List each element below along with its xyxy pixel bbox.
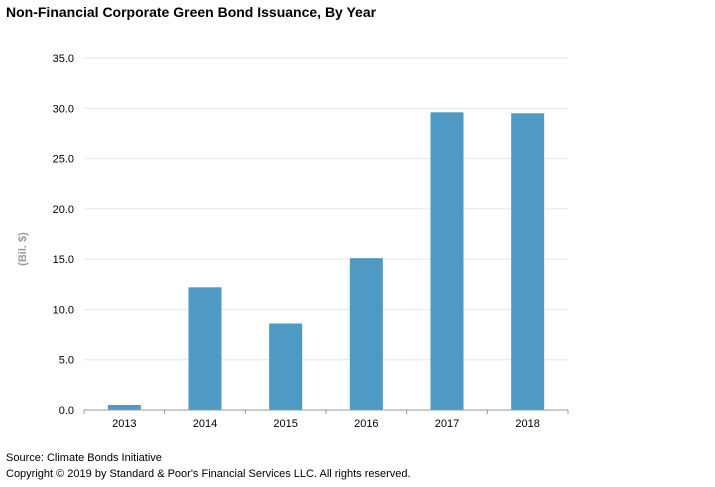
bar-chart: 0.05.010.015.020.025.030.035.0 2013 2014 2… (17, 53, 569, 430)
bar-2013 (107, 404, 141, 410)
bar-2017 (430, 112, 464, 411)
bar-2014 (188, 287, 222, 410)
bar-2016 (349, 258, 383, 410)
bar-2018 (511, 113, 545, 411)
y-tick-label: 20.0 (53, 204, 74, 216)
x-tick-label: 2018 (515, 418, 539, 430)
x-tick-label: 2016 (354, 418, 378, 430)
y-tick-label: 10.0 (53, 304, 74, 316)
chart-title: Non-Financial Corporate Green Bond Issua… (6, 4, 377, 20)
copyright-note: Copyright © 2019 by Standard & Poor's Fi… (6, 468, 411, 480)
x-tick-label: 2017 (435, 418, 459, 430)
x-tick-label: 2013 (112, 418, 136, 430)
y-tick-label: 35.0 (53, 53, 74, 65)
y-axis-label: (Bil. $) (17, 232, 29, 266)
y-tick-label: 15.0 (53, 254, 74, 266)
source-note: Source: Climate Bonds Initiative (6, 452, 162, 464)
y-tick-label: 0.0 (59, 405, 74, 417)
x-tick-label: 2015 (273, 418, 297, 430)
y-tick-label: 30.0 (53, 103, 74, 115)
y-tick-labels: 0.0 5.0 10.0 15.0 20.0 25.0 30.0 35.0 (53, 53, 74, 417)
x-tick-labels: 2013 2014 2015 2016 2017 2018 (83, 410, 569, 430)
bars (107, 112, 545, 411)
y-tick-label: 5.0 (59, 355, 74, 367)
y-tick-label: 25.0 (53, 154, 74, 166)
gridlines (84, 57, 568, 361)
bar-2015 (269, 323, 303, 410)
x-tick-label: 2014 (193, 418, 217, 430)
